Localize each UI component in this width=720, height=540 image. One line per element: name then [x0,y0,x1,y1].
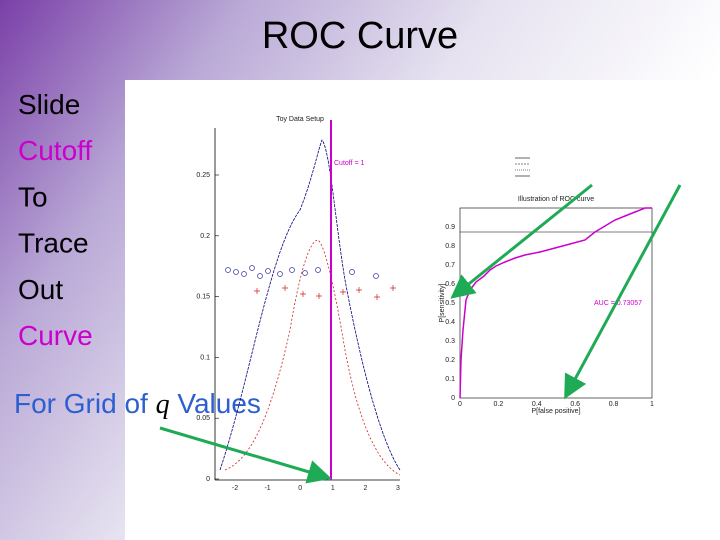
bullet: Out [18,274,63,305]
data-points [225,265,379,279]
x-tick-label: 0.8 [609,401,619,408]
y-tick-label: 0.05 [196,415,210,422]
arrows [159,183,682,484]
x-tick-label: 0 [458,401,462,408]
bullet: Cutoff [18,135,92,166]
data-points [254,285,396,300]
y-tick-label: 0.9 [445,224,455,231]
x-axis-label: P[false positive] [531,408,580,415]
y-tick-label: 0.15 [196,294,210,301]
y-tick-label: 0.3 [445,338,455,345]
x-tick-label: 0.2 [494,401,504,408]
x-tick-label: -2 [232,485,238,492]
footer-after: Values [177,388,261,419]
curve [224,239,401,476]
footer-text: For Grid of q Values [14,388,261,420]
bullet-list: Slide Cutoff To Trace Out Curve [18,89,93,351]
x-tick-label: 0.6 [570,401,580,408]
y-tick-label: 0 [206,476,210,483]
plot-title: Illustration of ROC curve [518,196,594,203]
x-tick-label: 2 [363,485,367,492]
auc-label: AUC = 0.73057 [594,300,642,307]
y-tick-label: 0.2 [445,357,455,364]
axis-box [459,207,653,399]
x-tick-label: 0.4 [532,401,542,408]
y-tick-label: 0.7 [445,262,455,269]
cutoff-label: Cutoff = 1 [334,160,365,167]
figure-panel [125,80,720,540]
ticks: 0 0.1 0.2 0.3 0.4 0.5 0.6 0.7 0.8 0.9 0 0.2 0.4 0.6 0.… [445,224,654,408]
bullet: Slide [18,89,80,120]
plot-title: Toy Data Setup [276,116,324,123]
y-tick-label: 0.2 [200,233,210,240]
y-tick-label: 0.8 [445,243,455,250]
legend [515,157,530,177]
x-tick-label: 0 [298,485,302,492]
x-tick-label: 3 [396,485,400,492]
y-axis-label: P[sensitivity] [439,283,446,322]
x-tick-label: 1 [650,401,654,408]
x-tick-label: -1 [264,485,270,492]
y-tick-label: 0.5 [445,300,455,307]
curve [219,139,401,471]
bullet: Trace [18,228,89,259]
footer-symbol: q [156,389,170,420]
bullet: To [18,181,48,212]
y-tick-label: 0.1 [445,376,455,383]
y-tick-label: 0.25 [196,172,210,179]
slide-title: ROC Curve [262,15,458,57]
footer-before: For Grid of [14,388,148,419]
ticks: 0 0.05 0.1 0.15 0.2 0.25 -2 -1 0 1 2 3 [196,172,400,492]
x-tick-label: 1 [331,485,335,492]
bullet: Curve [18,320,93,351]
y-tick-label: 0.4 [445,319,455,326]
y-tick-label: 0 [451,395,455,402]
y-tick-label: 0.6 [445,281,455,288]
y-tick-label: 0.1 [200,354,210,361]
